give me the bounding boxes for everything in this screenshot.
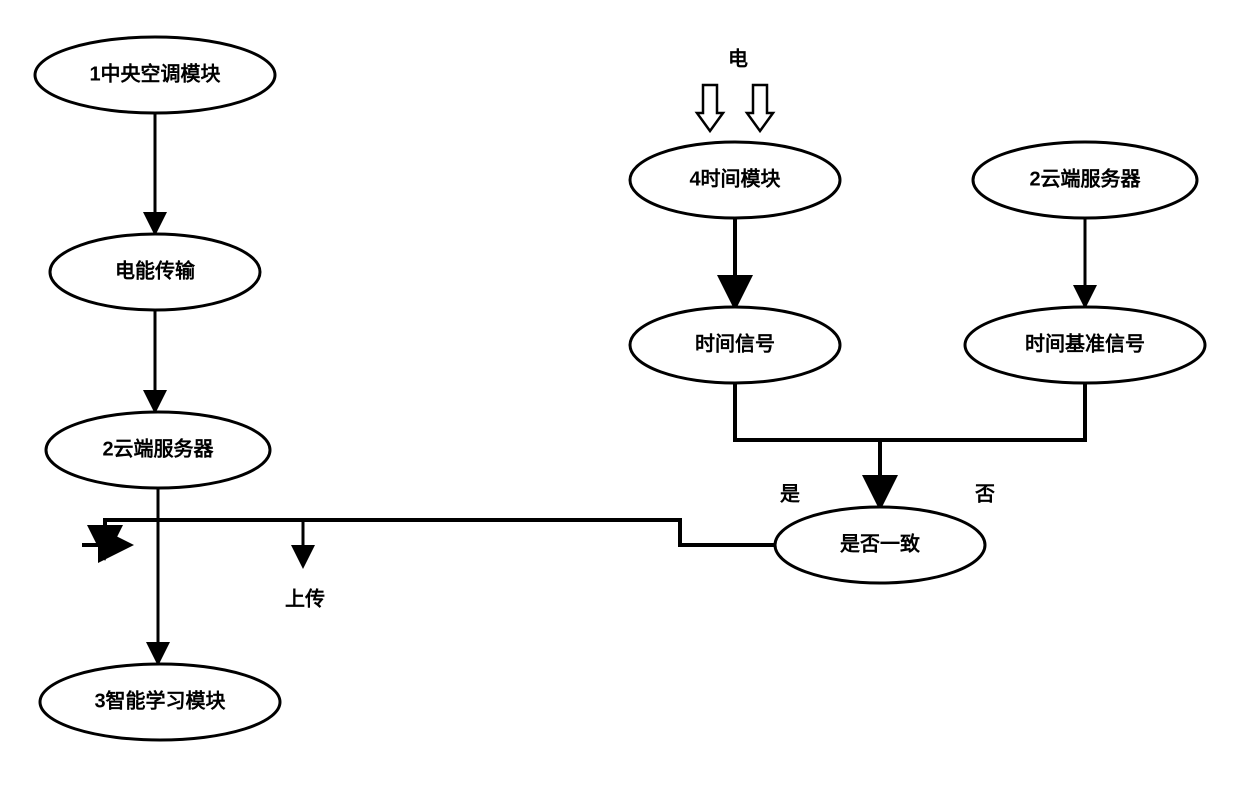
node-label-n2: 电能传输 — [115, 258, 196, 282]
node-label-n8: 时间基准信号 — [1025, 331, 1145, 355]
node-label-n4: 3智能学习模块 — [94, 688, 226, 712]
edge — [105, 520, 775, 555]
node-label-n9: 是否一致 — [839, 531, 921, 555]
node-label-n6: 时间信号 — [695, 331, 775, 355]
node-label-n1: 1中央空调模块 — [89, 61, 221, 85]
label-shangchuan: 上传 — [285, 587, 325, 610]
label-shi: 是 — [779, 482, 800, 505]
edge — [735, 383, 1085, 440]
node-label-n7: 2云端服务器 — [1029, 166, 1141, 190]
node-label-n3: 2云端服务器 — [102, 436, 214, 460]
label-fou: 否 — [974, 483, 995, 505]
hollow-arrow-icon — [747, 85, 773, 131]
label-dian: 电 — [728, 47, 748, 70]
node-label-n5: 4时间模块 — [689, 166, 781, 190]
nodes-group: 1中央空调模块电能传输2云端服务器3智能学习模块4时间模块时间信号2云端服务器时… — [35, 37, 1205, 740]
flowchart-canvas: 1中央空调模块电能传输2云端服务器3智能学习模块4时间模块时间信号2云端服务器时… — [0, 0, 1240, 800]
hollow-arrow-icon — [697, 85, 723, 131]
